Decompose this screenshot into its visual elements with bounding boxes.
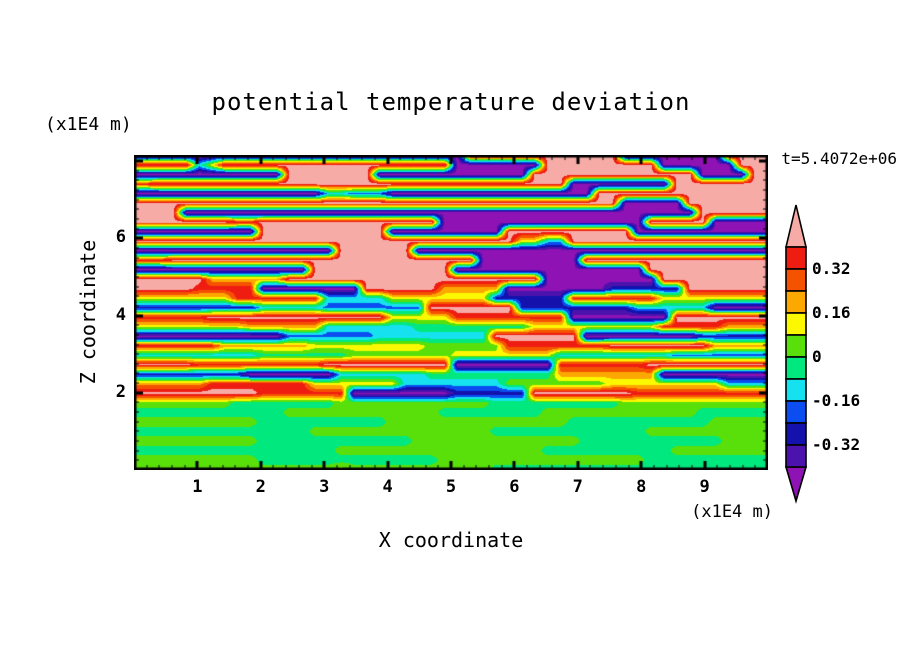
x-tick-label: 8 (636, 477, 647, 497)
colorbar-tick-label: 0.16 (812, 303, 851, 322)
x-tick-label: 3 (319, 477, 330, 497)
colorbar-segment (785, 356, 807, 380)
heatmap-canvas (134, 155, 768, 470)
colorbar-segment (785, 312, 807, 336)
colorbar-tick-label: -0.32 (812, 435, 861, 454)
colorbar-segment (785, 400, 807, 424)
y-axis-unit-label: (x1E4 m) (45, 114, 132, 135)
colorbar-segment (785, 334, 807, 358)
x-tick-label: 4 (382, 477, 393, 497)
time-annotation: t=5.4072e+06 (781, 149, 897, 168)
x-tick-label: 6 (509, 477, 520, 497)
x-tick-label: 1 (192, 477, 203, 497)
x-tick-label: 2 (255, 477, 266, 497)
y-tick-label: 6 (115, 227, 126, 248)
colorbar (784, 204, 808, 504)
x-axis-title: X coordinate (378, 528, 524, 552)
colorbar-tick-label: -0.16 (812, 391, 861, 410)
y-tick-label: 4 (115, 304, 126, 325)
y-tick-label: 2 (115, 381, 126, 402)
colorbar-segment (785, 268, 807, 292)
colorbar-segment (785, 378, 807, 402)
colorbar-segment (785, 290, 807, 314)
colorbar-segment (785, 422, 807, 446)
colorbar-tick-label: 0.32 (812, 259, 851, 278)
colorbar-arrow-top (784, 204, 808, 248)
x-tick-label: 7 (572, 477, 583, 497)
x-tick-label: 9 (699, 477, 710, 497)
plot-title: potential temperature deviation (211, 88, 691, 116)
colorbar-segment (785, 246, 807, 270)
x-tick-label: 5 (445, 477, 457, 497)
colorbar-arrow-bottom (784, 466, 808, 504)
colorbar-segment (785, 444, 807, 468)
x-axis-unit-label: (x1E4 m) (691, 502, 773, 522)
colorbar-tick-label: 0 (812, 347, 822, 366)
